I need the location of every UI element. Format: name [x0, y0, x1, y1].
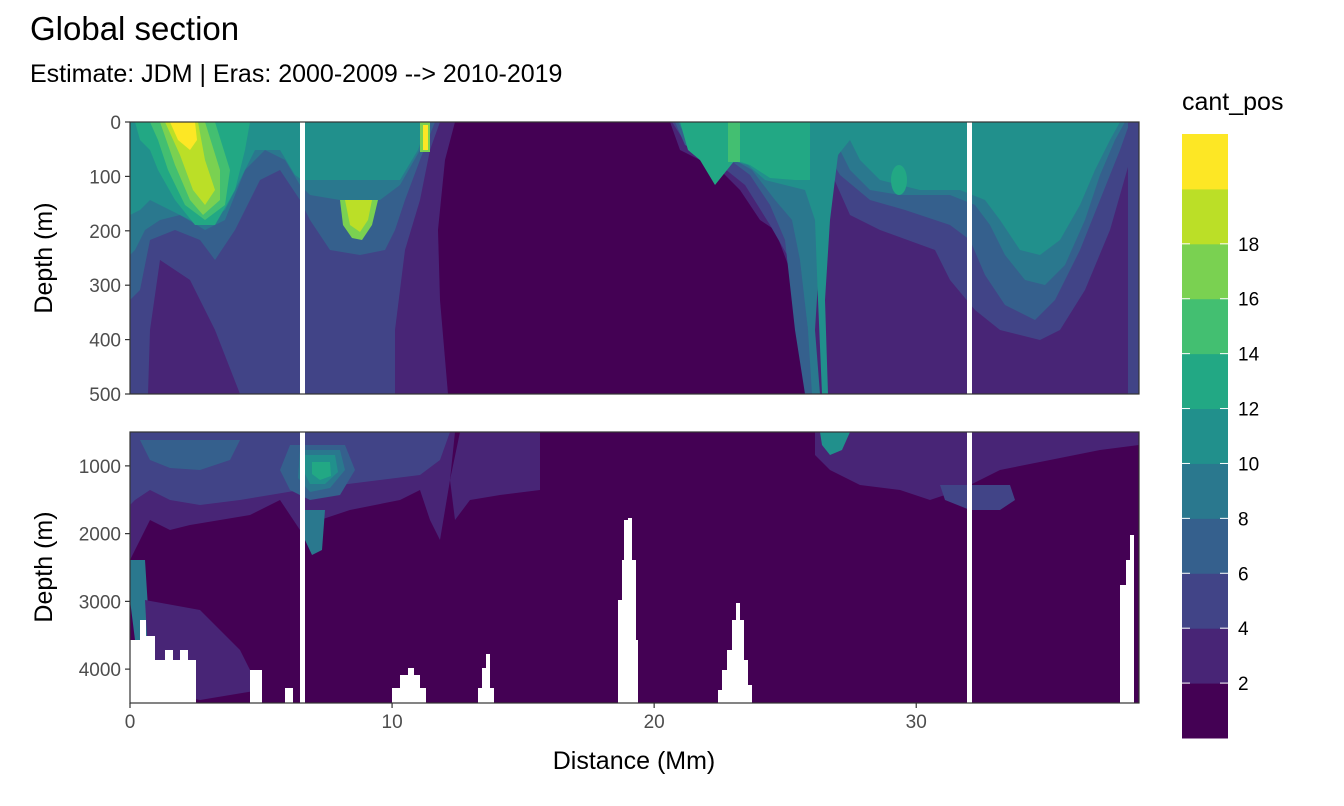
- legend-swatch: [1182, 353, 1228, 410]
- upper-panel-field: [130, 122, 1139, 394]
- legend-swatch: [1182, 243, 1228, 300]
- x-axis: 0 10 20 30: [125, 703, 927, 733]
- legend-swatch: [1182, 188, 1228, 245]
- legend-label: 8: [1238, 509, 1249, 530]
- lower-y-axis: 1000 2000 3000 4000: [79, 457, 130, 681]
- y-tick-label: 100: [89, 167, 121, 188]
- upper-panel-border: [129, 121, 1140, 395]
- station-gap-line: [967, 122, 972, 394]
- lower-panel: 1000 2000 3000 4000 Depth (m): [30, 431, 1140, 704]
- upper-y-axis: 0 100 200 300 400 500: [89, 113, 130, 406]
- x-tick-label: 0: [125, 712, 136, 733]
- lower-panel-border: [129, 431, 1140, 704]
- legend-label: 6: [1238, 564, 1249, 585]
- y-tick-label: 200: [89, 222, 121, 243]
- legend-labels: 2 4 6 8 10 12 14 16 18: [1182, 235, 1260, 695]
- y-tick-label: 500: [89, 385, 121, 406]
- legend-label: 10: [1238, 454, 1259, 475]
- station-gap-line: [967, 432, 972, 703]
- station-gap-line: [300, 432, 305, 703]
- legend-swatch: [1182, 573, 1228, 629]
- y-tick-label: 300: [89, 276, 121, 297]
- legend-label: 2: [1238, 674, 1249, 695]
- x-tick-label: 10: [382, 712, 403, 733]
- legend: cant_pos 2 4 6 8 10 12 14 16 18: [1182, 88, 1283, 739]
- station-gap-line: [300, 122, 305, 394]
- legend-swatch: [1182, 683, 1228, 739]
- legend-label: 14: [1238, 345, 1260, 366]
- topography-gaps: [130, 518, 1134, 703]
- x-tick-label: 20: [644, 712, 665, 733]
- upper-panel: 0 100 200 300 400 500 Depth (m): [30, 113, 1140, 406]
- upper-y-axis-label: Depth (m): [30, 202, 58, 313]
- legend-colorbar: [1182, 134, 1228, 739]
- lower-y-axis-label: Depth (m): [30, 511, 58, 622]
- y-tick-label: 4000: [79, 660, 121, 681]
- legend-label: 12: [1238, 400, 1259, 421]
- y-tick-label: 400: [89, 331, 121, 352]
- legend-swatch: [1182, 518, 1228, 574]
- x-axis-label: Distance (Mm): [553, 747, 716, 775]
- legend-swatch: [1182, 628, 1228, 684]
- legend-swatch: [1182, 298, 1228, 355]
- chart-subtitle: Estimate: JDM | Eras: 2000-2009 --> 2010…: [30, 60, 563, 88]
- legend-swatch: [1182, 134, 1228, 190]
- lower-panel-field: [130, 432, 1139, 703]
- y-tick-label: 2000: [79, 525, 121, 546]
- y-tick-label: 1000: [79, 457, 121, 478]
- y-tick-label: 3000: [79, 592, 121, 613]
- legend-swatch: [1182, 463, 1228, 519]
- x-tick-label: 30: [906, 712, 927, 733]
- chart-title: Global section: [30, 10, 240, 47]
- legend-label: 16: [1238, 290, 1259, 311]
- legend-label: 18: [1238, 235, 1259, 256]
- y-tick-label: 0: [110, 113, 121, 134]
- legend-title: cant_pos: [1182, 88, 1283, 116]
- legend-label: 4: [1238, 619, 1249, 640]
- legend-swatch: [1182, 408, 1228, 464]
